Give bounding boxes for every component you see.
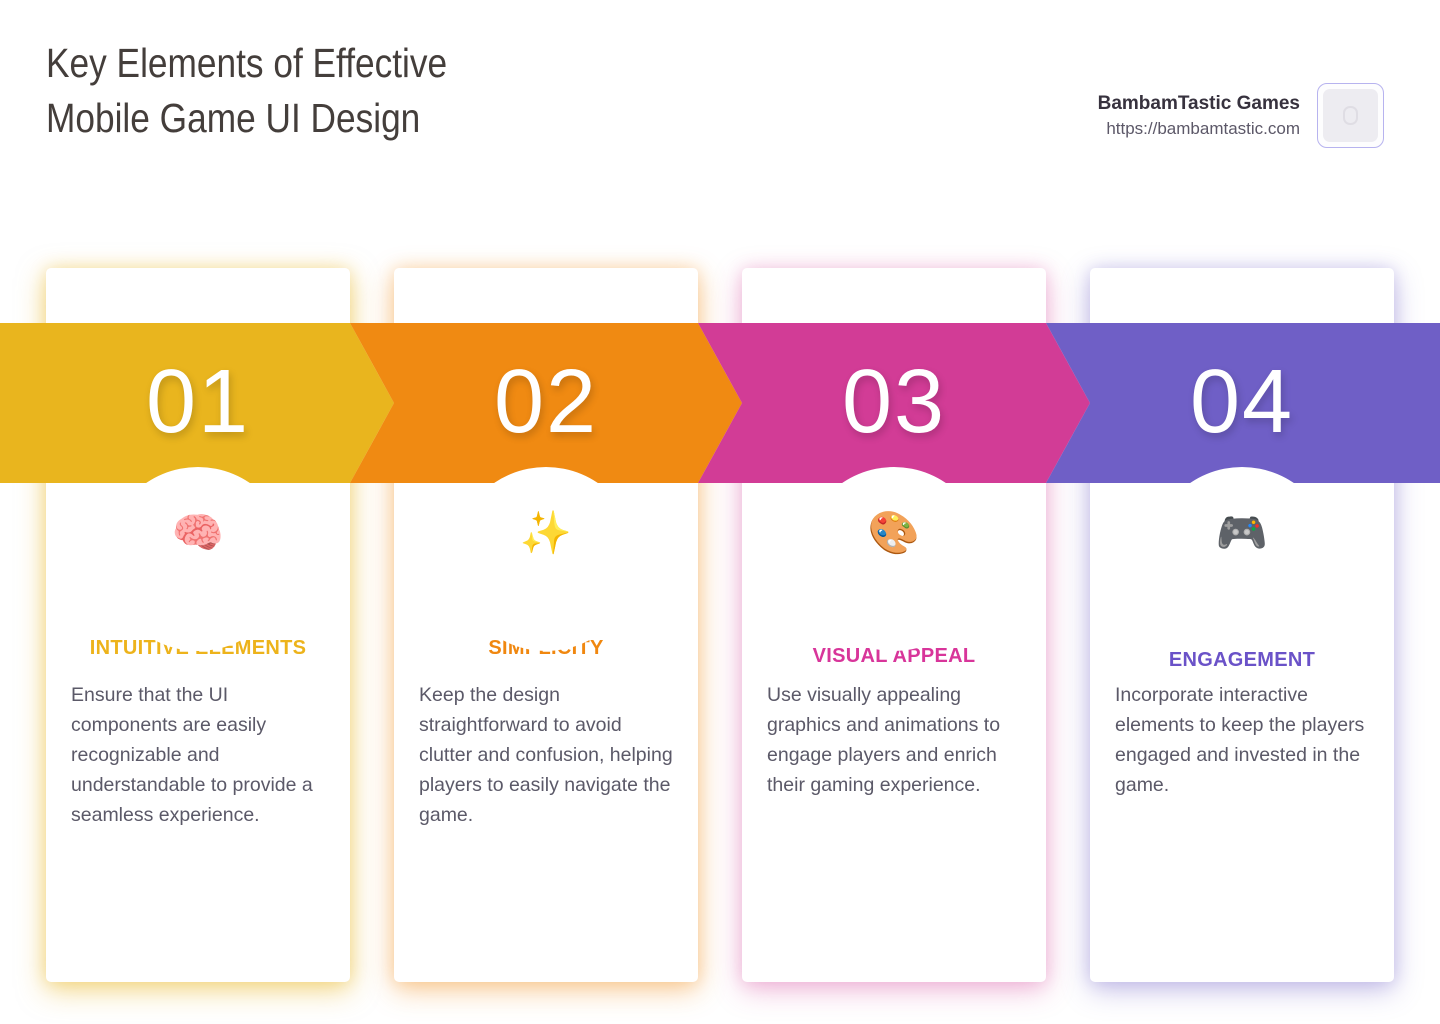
step-number-4: 04 xyxy=(1189,352,1295,452)
step-description: Incorporate interactive elements to keep… xyxy=(1115,684,1365,796)
icon-bubble-2 xyxy=(454,467,638,651)
icon-bubble-4 xyxy=(1150,467,1334,651)
brand-text: BambamTastic Games https://bambamtastic.… xyxy=(1098,91,1300,141)
banner-segment-3 xyxy=(698,323,1090,483)
step-title: ENGAGEMENT xyxy=(1168,649,1316,671)
icon-bubble-1 xyxy=(106,467,290,651)
step-number-1: 01 xyxy=(145,352,251,452)
sparkles-icon: ✨ xyxy=(519,509,573,556)
step-description: Keep the design straightforward to avoid… xyxy=(419,684,673,826)
page-title: Key Elements of Effective Mobile Game UI… xyxy=(46,36,447,146)
page-title-line-2: Mobile Game UI Design xyxy=(46,95,421,141)
step-number-3: 03 xyxy=(841,352,947,452)
brand-logo xyxy=(1317,83,1384,148)
brain-icon: 🧠 xyxy=(171,509,225,556)
banner-segment-2 xyxy=(350,323,742,483)
banner-segment-1 xyxy=(0,323,394,483)
brand-block: BambamTastic Games https://bambamtastic.… xyxy=(1098,83,1384,148)
icon-bubble-3 xyxy=(802,467,986,651)
palette-icon: 🎨 xyxy=(867,509,921,556)
brand-name: BambamTastic Games xyxy=(1097,92,1300,114)
image-placeholder-icon xyxy=(1343,106,1358,125)
step-title: VISUAL APPEAL xyxy=(812,645,976,667)
step-description: Use visually appealing graphics and anim… xyxy=(767,684,1001,796)
step-number-2: 02 xyxy=(493,352,599,452)
game-controller-icon: 🎮 xyxy=(1215,509,1269,556)
step-description: Ensure that the UI components are easily… xyxy=(71,684,313,826)
logo-placeholder xyxy=(1323,89,1378,142)
brand-url[interactable]: https://bambamtastic.com xyxy=(1106,118,1300,138)
page-title-line-1: Key Elements of Effective xyxy=(46,40,448,86)
step-number-banner: 01 02 03 04 xyxy=(0,323,1440,483)
banner-segment-4 xyxy=(1046,323,1440,483)
